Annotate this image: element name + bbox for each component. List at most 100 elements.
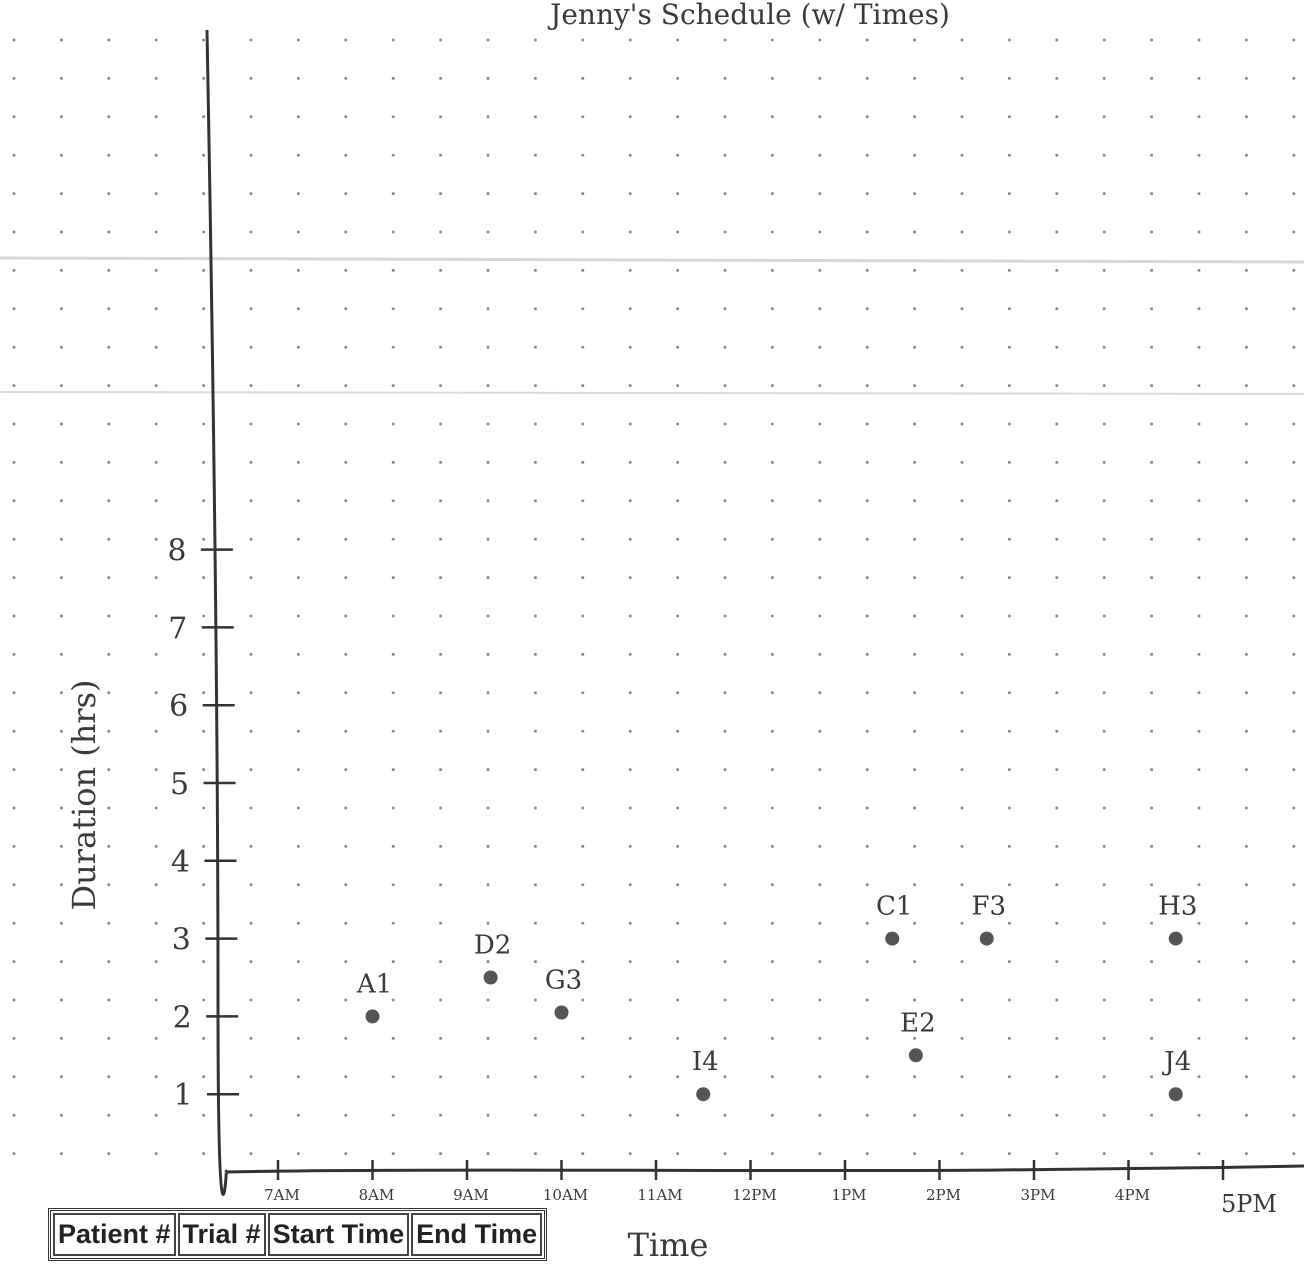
grid-dot [1292,345,1296,349]
grid-dot [1007,460,1011,464]
grid-dot [1150,1152,1154,1156]
grid-dot [12,576,16,580]
grid-dot [628,960,632,964]
col-header-patient: Patient # [53,1213,176,1256]
grid-dot [486,1075,490,1079]
grid-dot [770,691,774,695]
grid-dot [391,652,395,656]
grid-dot [1055,153,1059,157]
grid-dot [1102,192,1106,196]
grid-dot [439,691,443,695]
grid-dot [913,460,917,464]
grid-dot [581,460,585,464]
grid-dot [533,345,537,349]
grid-dot [723,652,727,656]
grid-dot [1150,499,1154,503]
grid-dot [913,576,917,580]
grid-dot [486,268,490,272]
grid-dot [439,1036,443,1040]
grid-dot [391,960,395,964]
grid-dot [1055,537,1059,541]
grid-dot [1292,806,1296,810]
grid-dot [960,1075,964,1079]
grid-dot [723,422,727,426]
grid-dot [1292,960,1296,964]
grid-dot [249,844,253,848]
grid-dot [12,115,16,119]
grid-dot [1055,1152,1059,1156]
grid-dot [59,921,63,925]
grid-dot [107,422,111,426]
grid-dot [1055,844,1059,848]
grid-dot [1102,345,1106,349]
grid-dot [1007,268,1011,272]
grid-dot [391,768,395,772]
grid-dot [1150,921,1154,925]
grid-dot [1197,652,1201,656]
grid-dot [486,576,490,580]
grid-dot [628,38,632,42]
data-point [365,1009,380,1024]
grid-dot [59,38,63,42]
grid-dot [344,1113,348,1117]
grid-dot [202,499,206,503]
grid-dot [581,499,585,503]
grid-dot [249,960,253,964]
grid-dot [249,1036,253,1040]
grid-dot [581,537,585,541]
grid-dot [154,422,158,426]
point-label: H3 [1158,892,1197,922]
grid-dot [723,192,727,196]
grid-dot [154,921,158,925]
grid-dot [723,883,727,887]
grid-dot [1292,76,1296,80]
grid-dot [533,460,537,464]
grid-dot [59,153,63,157]
grid-dot [1292,384,1296,388]
grid-dot [628,1075,632,1079]
grid-dot [154,460,158,464]
grid-dot [202,1113,206,1117]
grid-dot [107,307,111,311]
grid-dot [344,153,348,157]
grid-dot [1197,499,1201,503]
grid-dot [1102,537,1106,541]
grid-dot [1055,1075,1059,1079]
grid-dot [1244,729,1248,733]
grid-dot [628,844,632,848]
grid-dot [723,460,727,464]
grid-dot [12,422,16,426]
x-axis-label: Time [628,1226,709,1264]
grid-dot [818,691,822,695]
grid-dot [1007,921,1011,925]
grid-dot [913,921,917,925]
grid-dot [1197,384,1201,388]
grid-dot [1197,268,1201,272]
grid-dot [296,691,300,695]
grid-dot [154,768,158,772]
grid-dot [12,1113,16,1117]
grid-dot [391,806,395,810]
grid-dot [1150,1075,1154,1079]
grid-dot [723,960,727,964]
grid-dot [1007,345,1011,349]
grid-dot [486,230,490,234]
grid-dot [581,268,585,272]
grid-dot [439,844,443,848]
grid-dot [1150,307,1154,311]
grid-dot [296,652,300,656]
grid-dot [1007,652,1011,656]
grid-dot [960,76,964,80]
grid-dot [1102,844,1106,848]
grid-dot [486,76,490,80]
grid-dot [818,268,822,272]
grid-dot [1055,115,1059,119]
grid-dot [439,1075,443,1079]
grid-dot [533,768,537,772]
grid-dot [1244,38,1248,42]
grid-dot [533,1036,537,1040]
grid-dot [723,499,727,503]
grid-dot [391,1113,395,1117]
grid-dot [913,1036,917,1040]
grid-dot [391,345,395,349]
